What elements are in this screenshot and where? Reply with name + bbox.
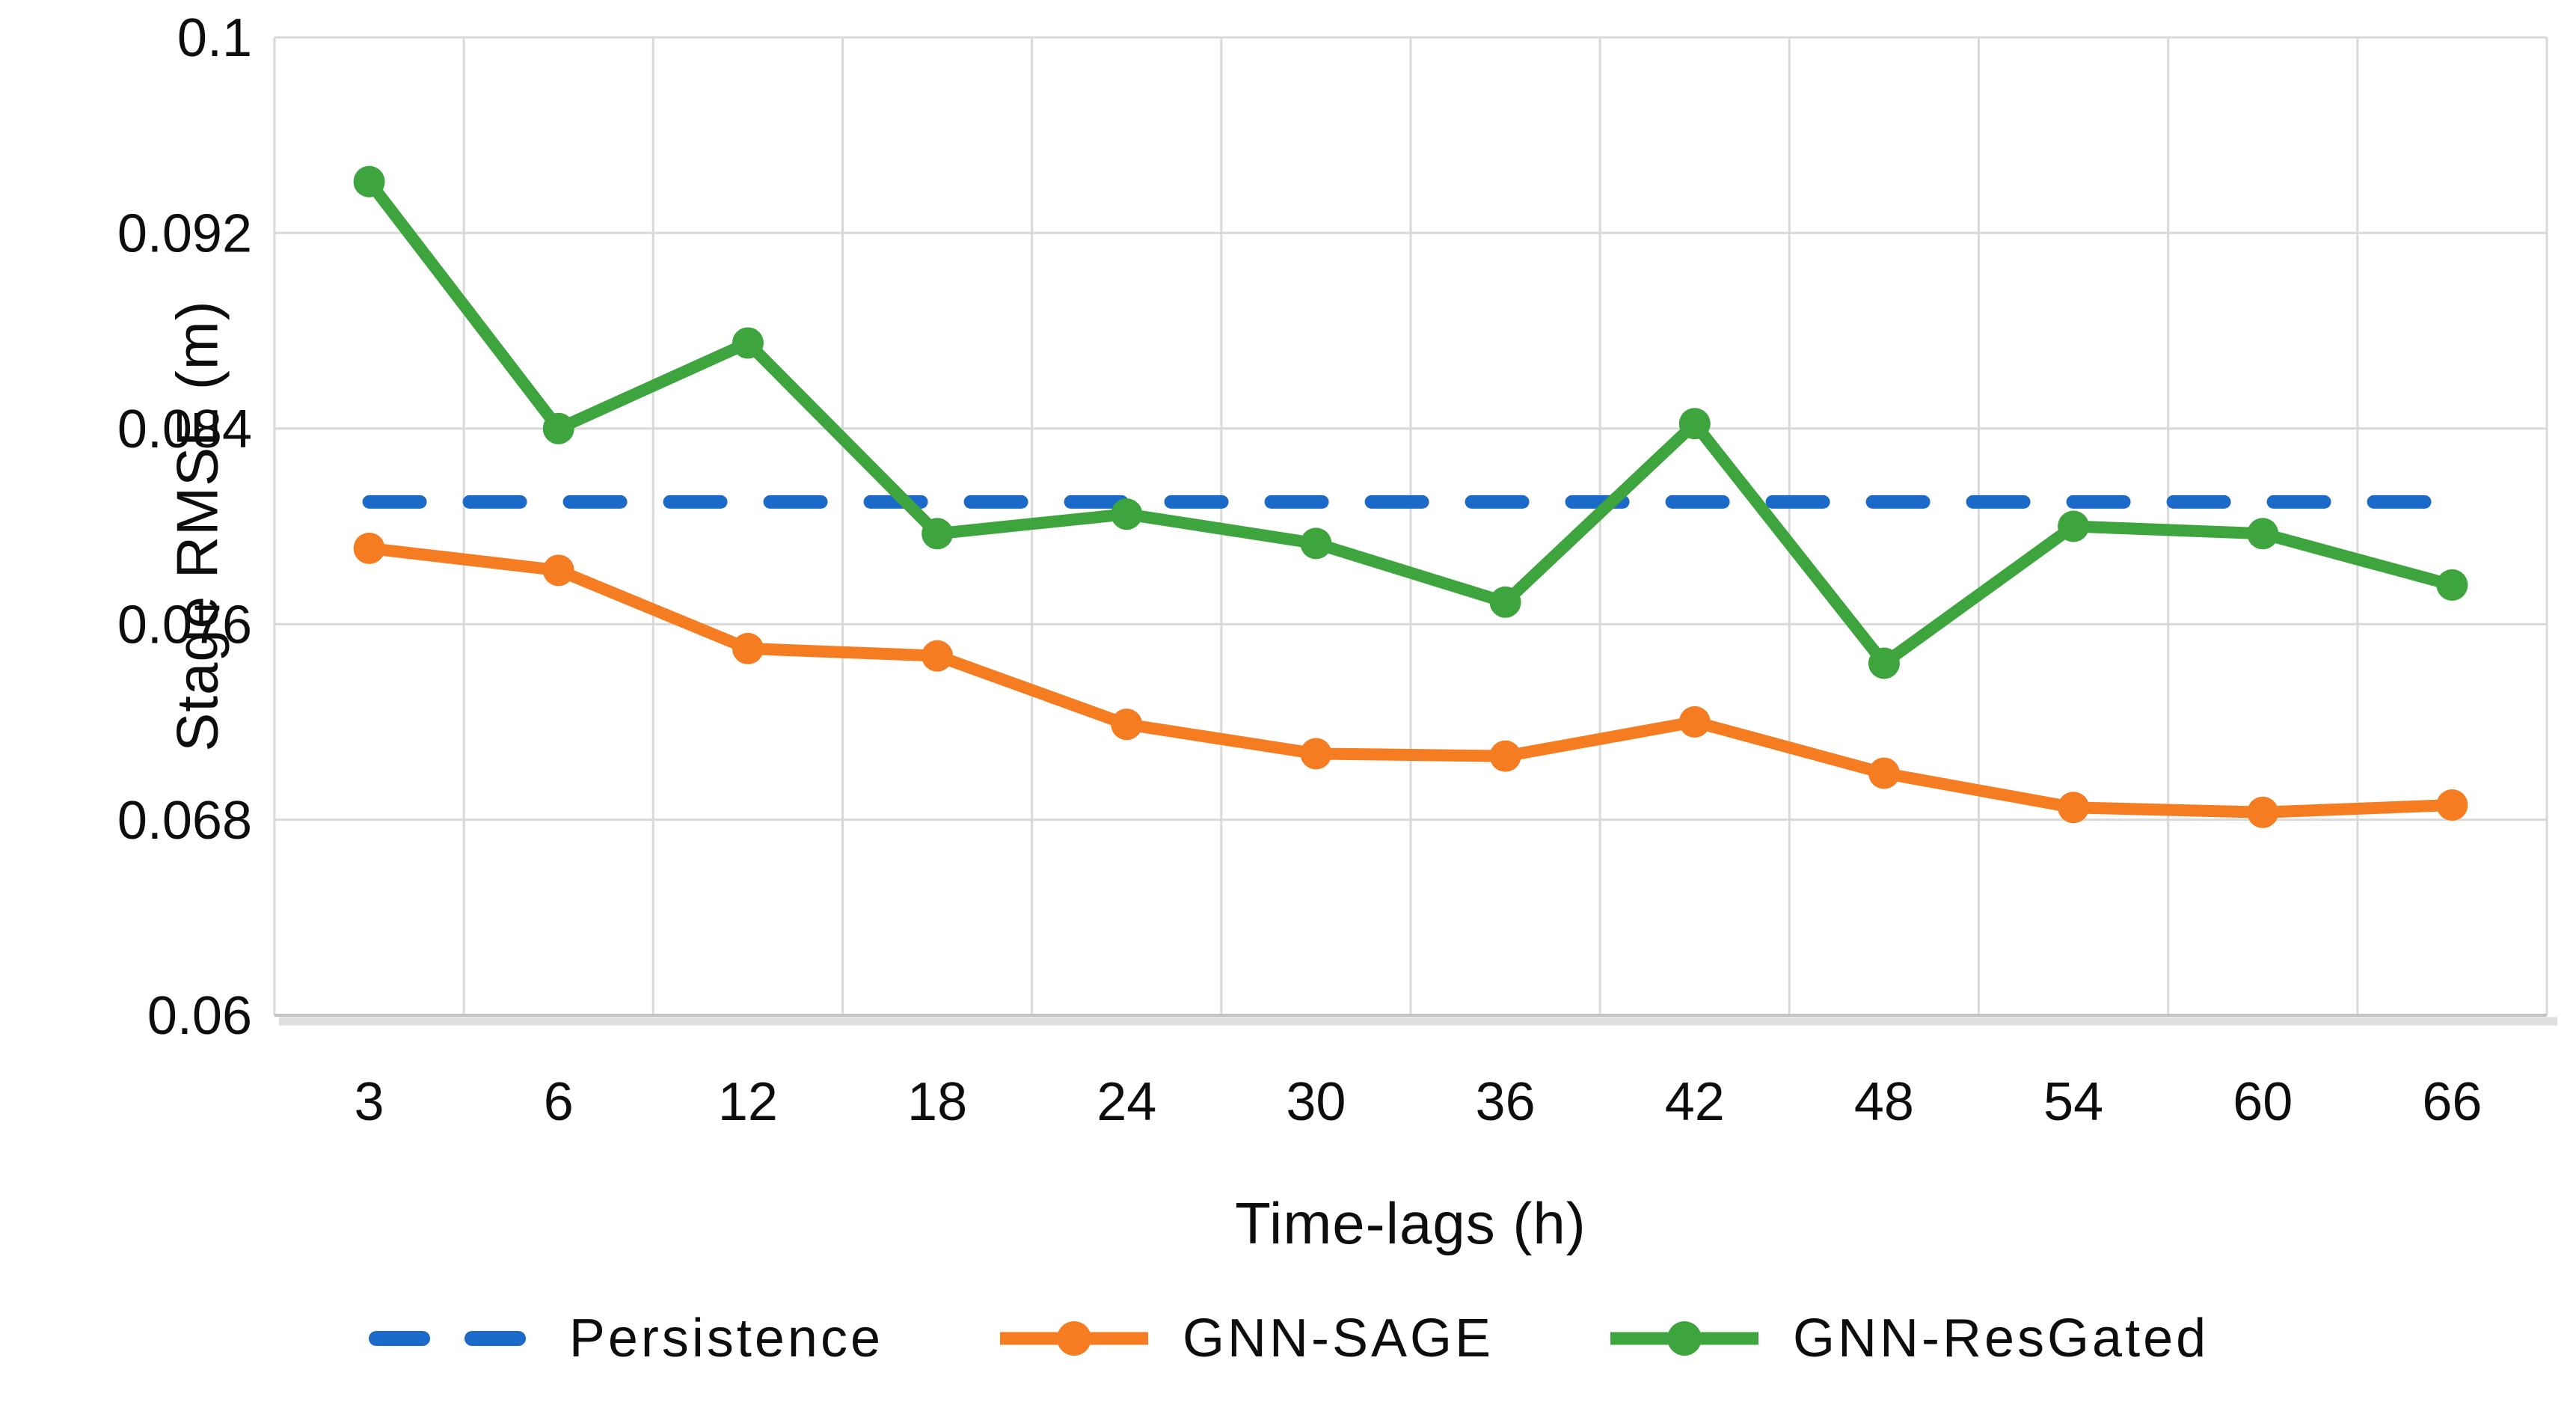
data-point-marker bbox=[1868, 757, 1900, 789]
data-point-marker bbox=[2436, 789, 2468, 821]
data-point-marker bbox=[1489, 740, 1521, 772]
data-point-marker bbox=[1111, 709, 1143, 741]
data-point-marker bbox=[2247, 518, 2279, 550]
y-tick-label: 0.06 bbox=[147, 986, 252, 1046]
legend-label-persistence: Persistence bbox=[568, 1309, 883, 1368]
x-tick-label: 12 bbox=[718, 1072, 778, 1132]
y-tick-label: 0.084 bbox=[117, 400, 252, 459]
data-point-marker bbox=[2436, 569, 2468, 601]
x-tick-label: 48 bbox=[1854, 1072, 1914, 1132]
gridlines bbox=[273, 36, 2557, 1026]
series-line-GNN-SAGE bbox=[363, 542, 2459, 818]
series-GNN-ResGated bbox=[353, 165, 2468, 679]
y-tick-label: 0.092 bbox=[117, 204, 252, 264]
data-point-marker bbox=[1300, 738, 1332, 770]
x-tick-label: 30 bbox=[1286, 1072, 1346, 1132]
data-point-marker bbox=[2058, 792, 2090, 824]
data-point-marker bbox=[2058, 510, 2090, 542]
data-point-marker bbox=[1300, 527, 1332, 560]
x-tick-label: 66 bbox=[2422, 1072, 2482, 1132]
series-line-GNN-ResGated bbox=[363, 175, 2459, 670]
y-axis-title-text: Stage RMSE (m) bbox=[164, 300, 230, 752]
x-tick-label: 6 bbox=[544, 1072, 574, 1132]
data-point-marker bbox=[2247, 796, 2279, 828]
data-point-marker bbox=[1489, 586, 1521, 618]
legend-label-gnn-resgated: GNN-ResGated bbox=[1793, 1309, 2209, 1368]
gnn-sage-line-swatch bbox=[999, 1321, 1148, 1356]
data-point-marker bbox=[732, 327, 764, 359]
data-point-marker bbox=[542, 554, 574, 587]
data-point-marker bbox=[353, 532, 385, 564]
x-tick-label: 3 bbox=[355, 1072, 384, 1132]
legend-item-gnn-resgated: GNN-ResGated bbox=[1606, 1308, 2209, 1369]
legend-label-gnn-sage: GNN-SAGE bbox=[1182, 1309, 1494, 1368]
data-point-marker bbox=[732, 632, 764, 664]
chart-legend: Persistence GNN-SAGE GNN-ResGated bbox=[0, 1308, 2576, 1369]
data-point-marker bbox=[353, 165, 385, 198]
x-tick-label: 18 bbox=[907, 1072, 967, 1132]
data-point-marker bbox=[921, 640, 954, 672]
x-tick-labels: 3 6 12 18 24 30 36 42 48 54 60 66 bbox=[355, 1072, 2483, 1132]
y-tick-label: 0.068 bbox=[117, 791, 252, 851]
series-GNN-SAGE bbox=[353, 532, 2468, 828]
gnn-resgated-line-swatch bbox=[1610, 1321, 1759, 1356]
data-point-marker bbox=[542, 412, 574, 444]
x-axis-title: Time-lags (h) bbox=[275, 1190, 2547, 1258]
data-point-marker bbox=[921, 518, 954, 550]
legend-item-gnn-sage: GNN-SAGE bbox=[996, 1308, 1494, 1369]
y-axis-title: Stage RMSE (m) bbox=[164, 300, 232, 751]
x-tick-label: 24 bbox=[1097, 1072, 1156, 1132]
data-point-marker bbox=[1868, 647, 1900, 679]
y-tick-labels: 0.1 0.092 0.084 0.076 0.068 0.06 bbox=[117, 8, 252, 1046]
data-point-marker bbox=[1111, 498, 1143, 530]
x-tick-label: 60 bbox=[2233, 1072, 2293, 1132]
y-tick-label: 0.076 bbox=[117, 595, 252, 655]
x-tick-label: 42 bbox=[1665, 1072, 1725, 1132]
y-tick-label: 0.1 bbox=[177, 8, 252, 68]
x-tick-label: 54 bbox=[2043, 1072, 2103, 1132]
persistence-dashed-line-swatch bbox=[368, 1331, 538, 1346]
data-point-marker bbox=[1678, 706, 1711, 738]
x-axis-title-text: Time-lags (h) bbox=[1235, 1190, 1586, 1256]
x-tick-label: 36 bbox=[1476, 1072, 1536, 1132]
data-point-marker bbox=[1678, 408, 1711, 440]
legend-item-persistence: Persistence bbox=[367, 1308, 883, 1369]
